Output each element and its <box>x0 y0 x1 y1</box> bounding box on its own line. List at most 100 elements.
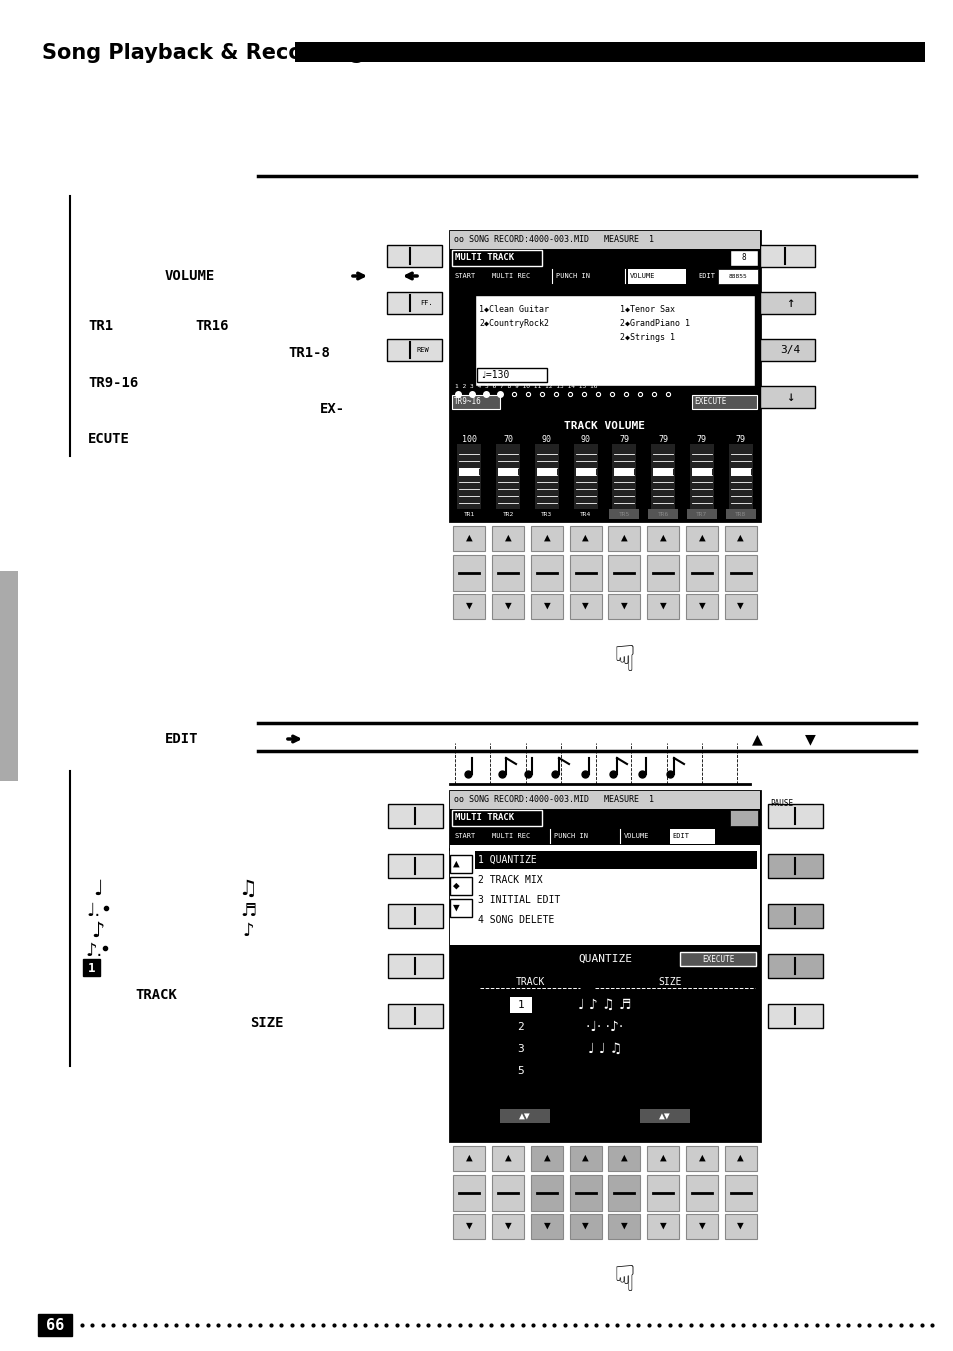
Bar <box>475 851 757 869</box>
Bar <box>497 467 517 476</box>
Text: ▲: ▲ <box>698 1152 704 1163</box>
Bar <box>450 809 760 827</box>
Bar <box>453 1215 485 1239</box>
Text: ♬: ♬ <box>240 902 255 920</box>
Bar <box>569 1175 601 1210</box>
Bar <box>450 267 760 285</box>
Text: PUNCH IN: PUNCH IN <box>556 273 589 280</box>
Bar <box>646 1146 679 1171</box>
Bar <box>767 904 822 928</box>
Bar <box>450 231 760 249</box>
Text: 2◆CountryRock2: 2◆CountryRock2 <box>478 319 548 327</box>
Text: PUNCH IN: PUNCH IN <box>554 834 587 839</box>
Text: 2: 2 <box>517 1021 524 1032</box>
Bar <box>387 339 441 361</box>
Bar <box>492 1175 523 1210</box>
Text: ▲▼: ▲▼ <box>659 1111 670 1121</box>
Bar <box>450 844 760 944</box>
Bar <box>475 295 754 386</box>
Bar <box>450 855 472 873</box>
Text: TR3: TR3 <box>540 512 552 516</box>
Text: ▼: ▼ <box>504 1221 511 1231</box>
Bar <box>294 42 924 62</box>
Text: ▲: ▲ <box>698 534 704 543</box>
Text: START: START <box>455 834 476 839</box>
Text: TRACK VOLUME: TRACK VOLUME <box>564 422 645 431</box>
Text: ▼: ▼ <box>698 601 704 611</box>
Text: ▲: ▲ <box>620 534 627 543</box>
Bar <box>492 1215 523 1239</box>
Bar <box>767 854 822 878</box>
Text: ▼: ▼ <box>465 1221 473 1231</box>
Bar <box>646 1175 679 1210</box>
Text: ◆: ◆ <box>453 881 459 892</box>
Bar <box>760 292 814 313</box>
Bar <box>450 877 472 894</box>
Text: TR9-16: TR9-16 <box>88 376 138 390</box>
Text: 4 SONG DELETE: 4 SONG DELETE <box>477 915 554 925</box>
Text: oo SONG RECORD:4000-003.MID   MEASURE  1: oo SONG RECORD:4000-003.MID MEASURE 1 <box>454 235 654 245</box>
Text: VOLUME: VOLUME <box>629 273 655 280</box>
Bar <box>612 444 636 509</box>
Bar <box>718 269 758 284</box>
Text: ▼: ▼ <box>659 601 666 611</box>
Bar <box>685 526 717 551</box>
Text: PAUSE: PAUSE <box>769 798 792 808</box>
Bar <box>724 526 756 551</box>
Bar <box>767 954 822 978</box>
Text: 3/4: 3/4 <box>779 345 800 355</box>
Text: 3: 3 <box>517 1044 524 1054</box>
Bar <box>476 367 546 382</box>
Text: MULTI TRACK: MULTI TRACK <box>455 254 514 262</box>
Bar <box>450 393 760 411</box>
Bar <box>608 594 639 619</box>
Bar <box>492 526 523 551</box>
Bar <box>669 830 714 844</box>
Bar <box>569 555 601 590</box>
Text: VOLUME: VOLUME <box>623 834 649 839</box>
Text: ♪: ♪ <box>91 921 105 942</box>
Text: ▲: ▲ <box>543 534 550 543</box>
Bar <box>685 1215 717 1239</box>
Bar <box>493 509 522 519</box>
Bar <box>646 1215 679 1239</box>
Text: ▲: ▲ <box>581 1152 588 1163</box>
Bar <box>679 952 755 966</box>
Text: ▼: ▼ <box>504 601 511 611</box>
Bar <box>647 509 678 519</box>
Bar <box>573 444 597 509</box>
Text: 100: 100 <box>461 435 476 443</box>
Text: VOLUME: VOLUME <box>165 269 215 282</box>
Text: ▼: ▼ <box>698 1221 704 1231</box>
Bar <box>452 394 499 409</box>
Bar <box>537 467 557 476</box>
Bar <box>685 594 717 619</box>
Text: ▼: ▼ <box>737 601 743 611</box>
Bar <box>450 790 760 809</box>
Bar <box>691 394 757 409</box>
Text: ·♩· ·♪·: ·♩· ·♪· <box>586 1020 623 1034</box>
Text: ☟: ☟ <box>613 1265 635 1298</box>
Bar <box>724 555 756 590</box>
Text: 1: 1 <box>517 1000 524 1011</box>
Bar <box>728 444 752 509</box>
Text: ♪.: ♪. <box>85 942 103 961</box>
Bar <box>767 1004 822 1028</box>
Text: ▲: ▲ <box>751 730 761 748</box>
Text: ▼: ▼ <box>659 1221 666 1231</box>
Text: 8: 8 <box>740 254 745 262</box>
Text: oo SONG RECORD:4000-003.MID   MEASURE  1: oo SONG RECORD:4000-003.MID MEASURE 1 <box>454 796 654 804</box>
Text: 2◆Strings 1: 2◆Strings 1 <box>619 332 675 342</box>
Text: TR6: TR6 <box>657 512 668 516</box>
Bar <box>608 526 639 551</box>
Text: ▼: ▼ <box>581 601 588 611</box>
Bar <box>450 898 472 917</box>
Text: ▲: ▲ <box>737 1152 743 1163</box>
Bar <box>724 594 756 619</box>
Text: TR1: TR1 <box>88 319 113 332</box>
Bar <box>569 1215 601 1239</box>
Bar <box>450 790 760 1142</box>
Text: EDIT: EDIT <box>698 273 714 280</box>
Bar <box>608 555 639 590</box>
Bar <box>387 292 441 313</box>
